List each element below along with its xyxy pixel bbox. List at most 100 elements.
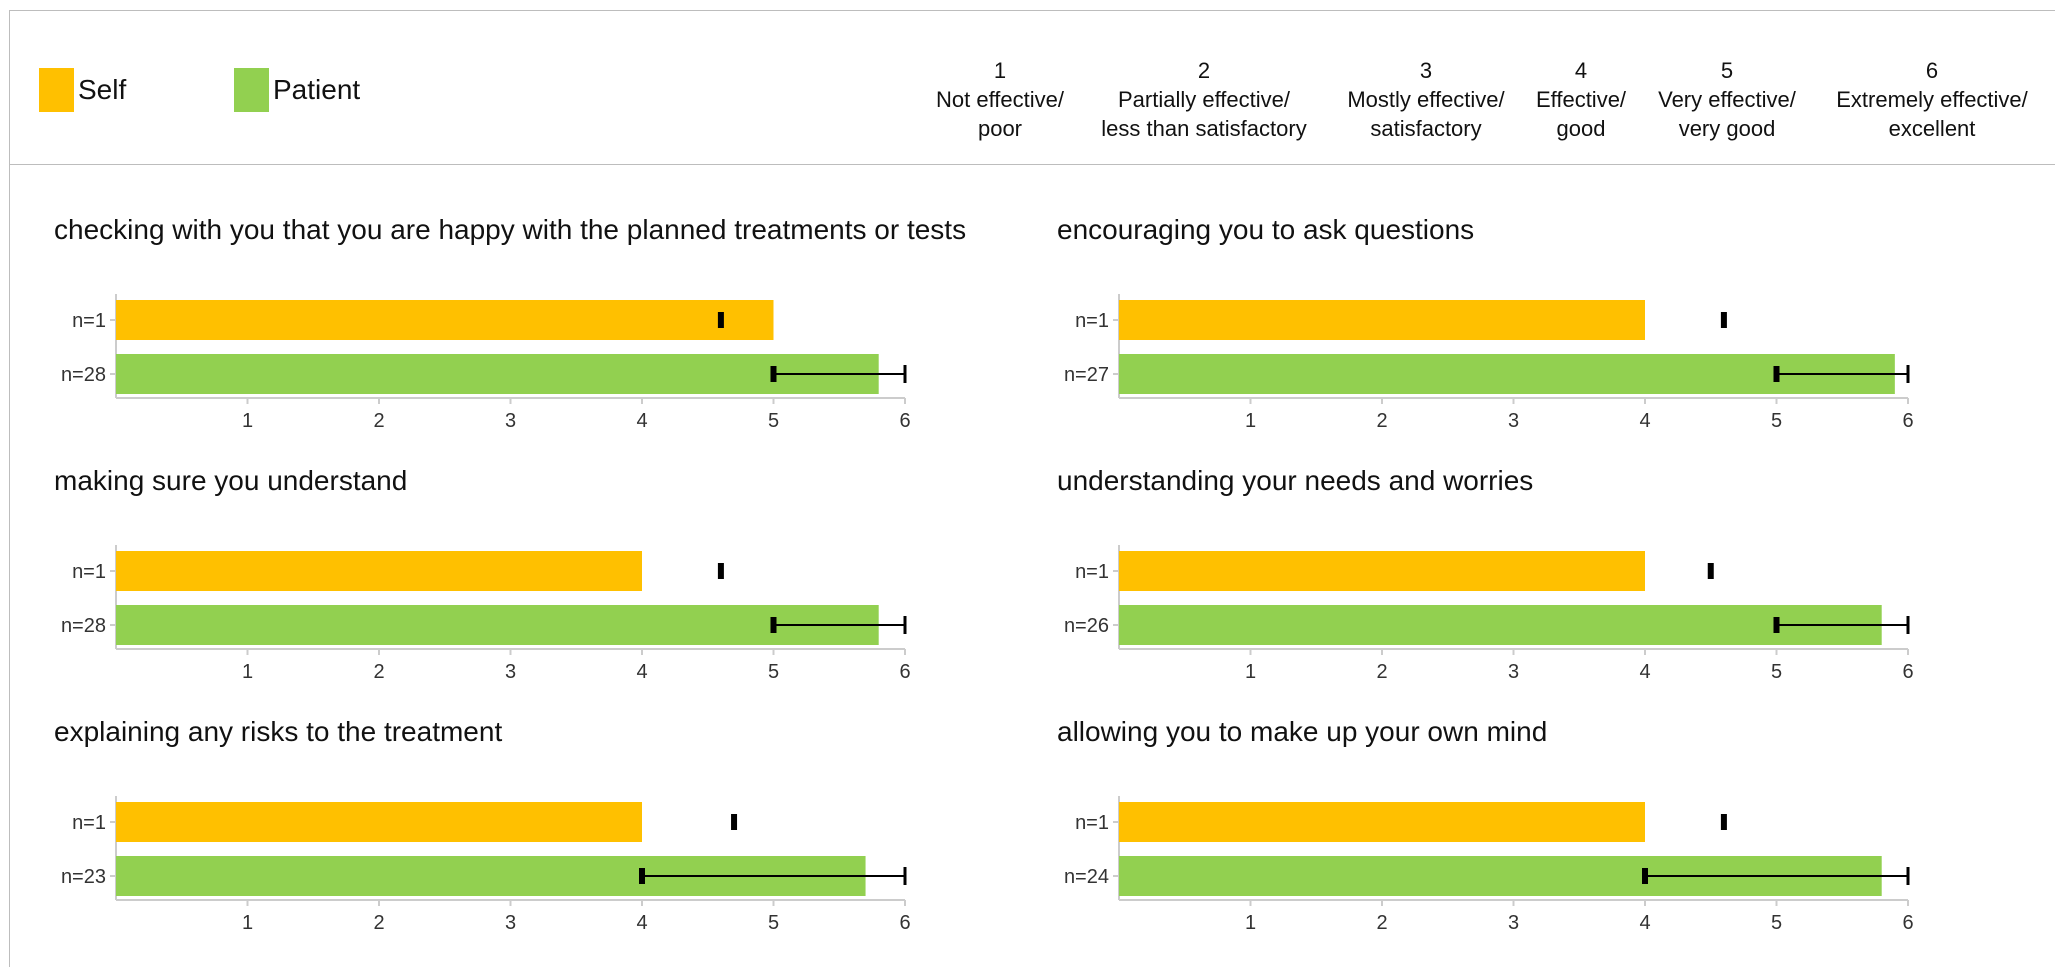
page-frame [9, 10, 2055, 967]
legend-label-self: Self [78, 74, 127, 105]
category-label-patient: n=27 [1064, 364, 1109, 386]
bar-patient [1119, 605, 1882, 645]
range-start-patient [1773, 617, 1780, 633]
bar-patient [116, 354, 879, 394]
x-tick-label: 1 [1245, 661, 1256, 683]
legend-swatch-self [39, 68, 74, 112]
chart-plot: 1 2 3 4 5 6 n=1 n=27 [1064, 294, 1914, 432]
chart-plot: 1 2 3 4 5 6 n=1 n=28 [61, 545, 911, 683]
x-tick-label: 5 [1771, 661, 1782, 683]
x-tick-label: 1 [242, 661, 253, 683]
bar-self [1119, 802, 1645, 842]
chart-2: making sure you understand 1 2 3 4 5 6 n=1 n=28 [54, 465, 1014, 685]
legend-header: Self Patient 1 Not effective/ poor 2 Par… [9, 10, 2055, 165]
x-tick-label: 1 [242, 410, 253, 432]
chart-title: explaining any risks to the treatment [54, 716, 503, 747]
chart-0: checking with you that you are happy wit… [54, 214, 1014, 434]
category-label-self: n=1 [72, 561, 106, 583]
scale-key-line1: Extremely effective/ [1836, 87, 2028, 112]
x-tick-label: 3 [1508, 410, 1519, 432]
scale-key-line2: poor [977, 116, 1023, 141]
scale-key-number: 2 [1197, 58, 1211, 83]
chart-3: understanding your needs and worries 1 2 3… [1057, 465, 2017, 685]
bar-self [1119, 300, 1645, 340]
range-start-patient [770, 617, 777, 633]
marker-self [717, 312, 724, 328]
x-tick-label: 6 [899, 410, 910, 432]
scale-key-line2: good [1556, 116, 1606, 141]
scale-key-line1: Mostly effective/ [1347, 87, 1505, 112]
chart-title: checking with you that you are happy wit… [54, 214, 967, 245]
bar-self [116, 802, 642, 842]
legend-item-patient: Patient [234, 68, 360, 112]
category-label-patient: n=28 [61, 364, 106, 386]
legend-swatch-patient [234, 68, 269, 112]
x-tick-label: 1 [1245, 912, 1256, 934]
x-tick-label: 2 [1376, 661, 1387, 683]
category-label-patient: n=28 [61, 615, 106, 637]
x-tick-label: 6 [1902, 410, 1913, 432]
scale-key-line2: very good [1678, 116, 1776, 141]
scale-key-5: 5 Very effective/ very good [1642, 56, 1812, 143]
marker-self [717, 563, 724, 579]
category-label-self: n=1 [1075, 310, 1109, 332]
scale-key-line2: excellent [1888, 116, 1976, 141]
x-tick-label: 3 [1508, 912, 1519, 934]
scale-key-1: 1 Not effective/ poor [920, 56, 1080, 143]
x-tick-label: 4 [1639, 661, 1650, 683]
category-label-patient: n=24 [1064, 866, 1109, 888]
x-tick-label: 2 [373, 410, 384, 432]
x-tick-label: 2 [373, 661, 384, 683]
scale-key-line2: less than satisfactory [1101, 116, 1307, 141]
chart-title: encouraging you to ask questions [1057, 214, 1475, 245]
scale-key-number: 4 [1574, 58, 1588, 83]
scale-key-line1: Not effective/ [936, 87, 1064, 112]
x-tick-label: 2 [1376, 410, 1387, 432]
category-label-self: n=1 [1075, 812, 1109, 834]
x-tick-label: 1 [1245, 410, 1256, 432]
marker-self [731, 814, 738, 830]
marker-self [1707, 563, 1714, 579]
chart-title: allowing you to make up your own mind [1057, 716, 1548, 747]
chart-5: allowing you to make up your own mind 1 2… [1057, 716, 2017, 936]
chart-plot: 1 2 3 4 5 6 n=1 n=26 [1064, 545, 1914, 683]
x-tick-label: 6 [899, 912, 910, 934]
scale-key-number: 6 [1925, 58, 1939, 83]
range-start-patient [1642, 868, 1648, 884]
marker-self [1720, 312, 1727, 328]
x-tick-label: 4 [636, 410, 647, 432]
category-label-self: n=1 [72, 310, 106, 332]
x-tick-label: 5 [1771, 410, 1782, 432]
scale-key-number: 5 [1720, 58, 1734, 83]
category-label-self: n=1 [1075, 561, 1109, 583]
x-tick-label: 1 [242, 912, 253, 934]
x-tick-label: 4 [1639, 912, 1650, 934]
bar-self [1119, 551, 1645, 591]
range-start-patient [639, 868, 645, 884]
scale-key-2: 2 Partially effective/ less than satisfa… [1084, 56, 1324, 143]
category-label-patient: n=26 [1064, 615, 1109, 637]
legend-label-patient: Patient [273, 74, 361, 105]
chart-title: understanding your needs and worries [1057, 465, 1534, 496]
x-tick-label: 3 [505, 661, 516, 683]
chart-1: encouraging you to ask questions 1 2 3 4 5 6 n… [1057, 214, 2017, 434]
x-tick-label: 3 [1508, 661, 1519, 683]
range-start-patient [1773, 366, 1780, 382]
x-tick-label: 2 [373, 912, 384, 934]
chart-title: making sure you understand [54, 465, 408, 496]
scale-key-line2: satisfactory [1370, 116, 1482, 141]
marker-self [1720, 814, 1727, 830]
x-tick-label: 4 [636, 912, 647, 934]
chart-plot: 1 2 3 4 5 6 n=1 n=24 [1064, 796, 1914, 934]
scale-key-line1: Effective/ [1535, 87, 1627, 112]
x-tick-label: 6 [1902, 661, 1913, 683]
chart-plot: 1 2 3 4 5 6 n=1 n=23 [61, 796, 911, 934]
x-tick-label: 6 [1902, 912, 1913, 934]
x-tick-label: 6 [899, 661, 910, 683]
bar-patient [116, 605, 879, 645]
range-start-patient [770, 366, 777, 382]
legend-item-self: Self [39, 68, 126, 112]
bar-patient [1119, 354, 1895, 394]
x-tick-label: 5 [768, 661, 779, 683]
chart-plot: 1 2 3 4 5 6 n=1 n=28 [61, 294, 911, 432]
